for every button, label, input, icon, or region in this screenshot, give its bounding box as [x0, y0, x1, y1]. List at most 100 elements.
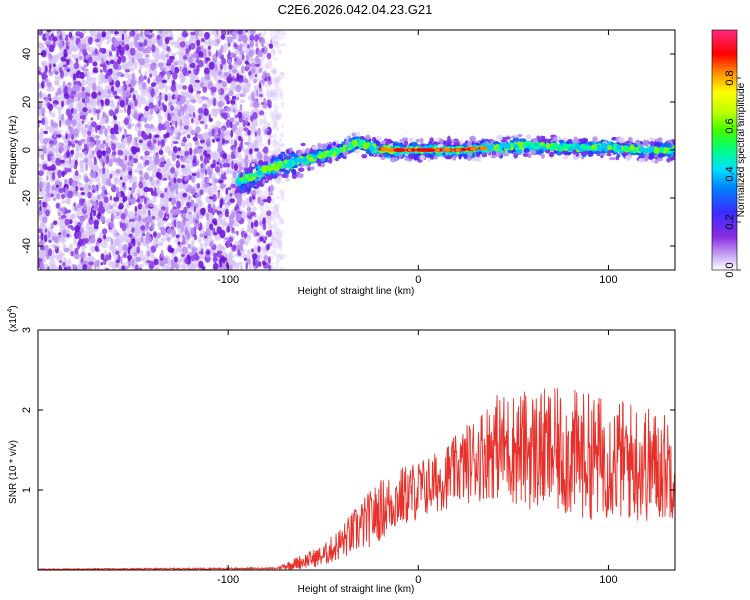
noise-mark [193, 234, 198, 241]
noise-mark [172, 140, 179, 145]
noise-mark [187, 70, 192, 74]
noise-mark [269, 134, 273, 140]
noise-mark [188, 251, 194, 257]
noise-mark [39, 90, 42, 99]
noise-mark [188, 220, 193, 225]
noise-mark [189, 42, 196, 50]
noise-mark [256, 88, 259, 97]
noise-mark [279, 243, 283, 252]
noise-mark [160, 70, 166, 76]
noise-mark [80, 138, 86, 143]
noise-mark [163, 260, 169, 264]
noise-mark [180, 36, 187, 42]
noise-mark [149, 73, 153, 78]
noise-mark [197, 148, 203, 154]
noise-mark [273, 84, 280, 93]
noise-mark [73, 265, 77, 270]
noise-mark [60, 200, 68, 204]
noise-mark [134, 113, 139, 121]
noise-mark [161, 102, 165, 108]
noise-mark [204, 31, 210, 40]
noise-mark [270, 249, 277, 256]
noise-mark [59, 220, 64, 229]
noise-mark [251, 57, 256, 63]
noise-mark [170, 198, 176, 206]
noise-mark [45, 209, 50, 217]
noise-mark [266, 133, 273, 139]
noise-mark [46, 81, 52, 88]
noise-mark [74, 140, 79, 144]
noise-mark [176, 178, 182, 184]
noise-mark [43, 130, 49, 135]
noise-mark [264, 128, 269, 132]
noise-mark [81, 86, 86, 92]
noise-mark [275, 78, 280, 84]
noise-mark [138, 69, 142, 74]
noise-mark [175, 234, 180, 238]
noise-mark [78, 238, 84, 247]
noise-mark [131, 56, 135, 64]
noise-mark [149, 123, 154, 129]
noise-mark [87, 252, 92, 257]
noise-mark [277, 229, 283, 238]
noise-mark [217, 191, 221, 200]
noise-mark [267, 223, 273, 232]
noise-mark [151, 44, 156, 53]
noise-mark [176, 200, 182, 209]
noise-mark [271, 115, 275, 124]
noise-mark [106, 154, 110, 161]
noise-mark [142, 155, 148, 161]
noise-mark [142, 81, 147, 90]
noise-mark [205, 250, 211, 255]
noise-mark [182, 246, 189, 254]
noise-mark [92, 86, 95, 90]
noise-mark [145, 30, 151, 35]
noise-mark [276, 49, 283, 56]
noise-mark [131, 146, 138, 155]
noise-mark [99, 47, 105, 53]
noise-mark [182, 136, 187, 143]
noise-mark [47, 157, 51, 162]
noise-mark [124, 155, 128, 161]
noise-mark [67, 86, 72, 95]
noise-mark [127, 123, 132, 130]
noise-mark [63, 266, 68, 270]
noise-mark [153, 104, 159, 112]
noise-mark [176, 155, 180, 159]
noise-mark [272, 89, 279, 98]
noise-mark [144, 222, 150, 231]
noise-mark [72, 140, 75, 144]
noise-mark [143, 61, 151, 69]
noise-mark [151, 223, 155, 227]
noise-mark [268, 60, 272, 66]
noise-mark [97, 182, 102, 186]
noise-mark [226, 36, 233, 44]
noise-mark [126, 135, 133, 141]
noise-mark [71, 180, 77, 188]
noise-mark [233, 163, 239, 171]
noise-mark [248, 49, 254, 58]
noise-mark [79, 56, 83, 60]
noise-mark [212, 172, 216, 180]
noise-mark [122, 134, 125, 139]
signal-mark [562, 155, 569, 160]
noise-mark [55, 145, 60, 153]
noise-mark [148, 218, 153, 224]
noise-mark [152, 126, 158, 133]
noise-mark [125, 97, 129, 106]
noise-mark [268, 44, 274, 49]
noise-mark [103, 196, 109, 204]
noise-mark [260, 209, 267, 218]
noise-mark [127, 166, 132, 172]
noise-mark [122, 85, 125, 90]
noise-mark [136, 94, 143, 104]
noise-mark [81, 66, 85, 70]
noise-mark [40, 261, 45, 270]
noise-mark [42, 138, 49, 145]
noise-mark [185, 218, 189, 222]
noise-mark [62, 64, 68, 68]
noise-mark [167, 175, 171, 181]
noise-mark [107, 260, 115, 268]
noise-mark [41, 81, 45, 89]
